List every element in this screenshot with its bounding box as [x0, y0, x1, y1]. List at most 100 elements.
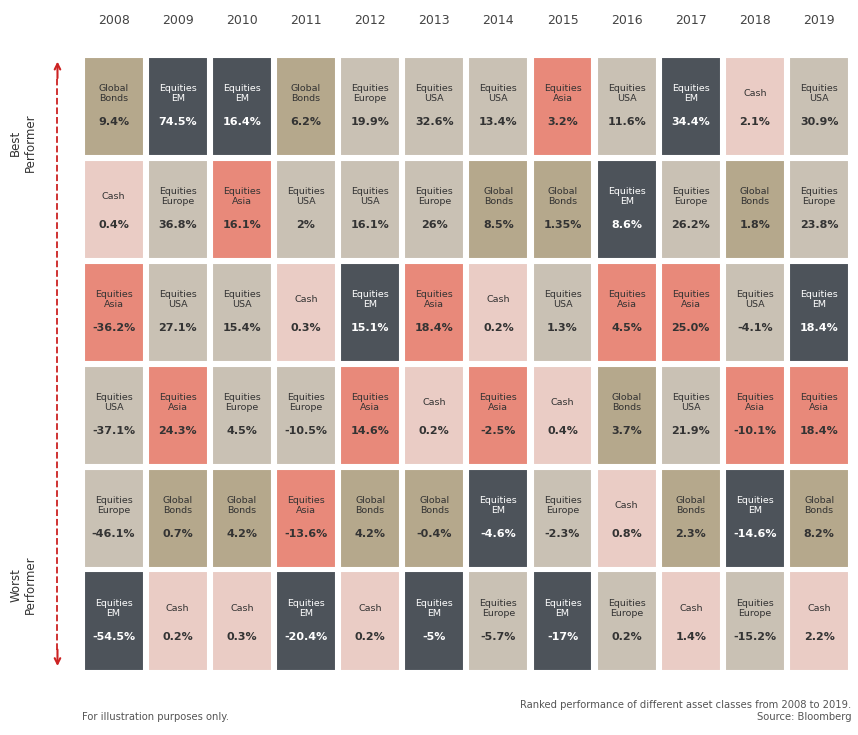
Text: Equities
USA: Equities USA — [480, 84, 517, 103]
Text: Cash: Cash — [294, 295, 317, 304]
Text: Equities
Europe: Equities Europe — [159, 187, 196, 206]
Text: -36.2%: -36.2% — [92, 323, 136, 333]
Text: Cash: Cash — [807, 603, 831, 613]
Text: Equities
USA: Equities USA — [94, 392, 132, 412]
Text: -10.1%: -10.1% — [734, 426, 776, 436]
Text: Equities
USA: Equities USA — [607, 84, 645, 103]
Text: 18.4%: 18.4% — [415, 323, 454, 333]
Text: 8.6%: 8.6% — [611, 220, 642, 230]
Text: Cash: Cash — [230, 603, 254, 613]
Text: 21.9%: 21.9% — [672, 426, 710, 436]
Text: -15.2%: -15.2% — [734, 632, 776, 642]
Text: 16.1%: 16.1% — [351, 220, 390, 230]
Text: 2012: 2012 — [354, 15, 386, 27]
Text: Global
Bonds: Global Bonds — [291, 84, 321, 103]
Text: Equities
USA: Equities USA — [223, 290, 261, 309]
Text: 3.7%: 3.7% — [611, 426, 642, 436]
Text: Global
Bonds: Global Bonds — [420, 495, 450, 514]
Text: 0.4%: 0.4% — [98, 220, 129, 230]
Text: Global
Bonds: Global Bonds — [612, 392, 642, 412]
Text: 8.5%: 8.5% — [483, 220, 514, 230]
Text: 1.4%: 1.4% — [675, 632, 706, 642]
Text: Equities
Europe: Equities Europe — [223, 392, 261, 412]
Text: Equities
Europe: Equities Europe — [544, 495, 582, 514]
Text: For illustration purposes only.: For illustration purposes only. — [82, 711, 228, 722]
Text: 0.2%: 0.2% — [162, 632, 193, 642]
Text: 30.9%: 30.9% — [800, 118, 838, 127]
Text: -46.1%: -46.1% — [92, 529, 136, 539]
Text: -4.1%: -4.1% — [737, 323, 773, 333]
Text: 9.4%: 9.4% — [98, 118, 130, 127]
Text: Equities
EM: Equities EM — [159, 84, 196, 103]
Text: Equities
Asia: Equities Asia — [607, 290, 645, 309]
Text: Global
Bonds: Global Bonds — [163, 495, 193, 514]
Text: 24.3%: 24.3% — [159, 426, 197, 436]
Text: 0.7%: 0.7% — [162, 529, 193, 539]
Text: Equities
EM: Equities EM — [736, 495, 774, 514]
Text: 36.8%: 36.8% — [159, 220, 197, 230]
Text: 2.2%: 2.2% — [804, 632, 835, 642]
Text: 25.0%: 25.0% — [672, 323, 710, 333]
Text: -2.5%: -2.5% — [480, 426, 516, 436]
Text: Equities
Asia: Equities Asia — [672, 290, 710, 309]
Text: 2.1%: 2.1% — [740, 118, 770, 127]
Text: 2014: 2014 — [482, 15, 514, 27]
Text: Global
Bonds: Global Bonds — [804, 495, 834, 514]
Text: Global
Bonds: Global Bonds — [740, 187, 770, 206]
Text: 4.2%: 4.2% — [354, 529, 385, 539]
Text: 74.5%: 74.5% — [159, 118, 197, 127]
Text: Equities
Europe: Equities Europe — [480, 598, 517, 617]
Text: Equities
Europe: Equities Europe — [607, 598, 645, 617]
Text: 11.6%: 11.6% — [607, 118, 646, 127]
Text: 2009: 2009 — [162, 15, 194, 27]
Text: Equities
EM: Equities EM — [480, 495, 517, 514]
Text: -17%: -17% — [547, 632, 578, 642]
Text: 8.2%: 8.2% — [804, 529, 835, 539]
Text: 2018: 2018 — [739, 15, 770, 27]
Text: Equities
Asia: Equities Asia — [736, 392, 774, 412]
Text: 2008: 2008 — [98, 15, 130, 27]
Text: Equities
EM: Equities EM — [94, 598, 132, 617]
Text: Equities
Asia: Equities Asia — [544, 84, 582, 103]
Text: 2013: 2013 — [419, 15, 450, 27]
Text: Equities
USA: Equities USA — [672, 392, 710, 412]
Text: Equities
Asia: Equities Asia — [415, 290, 453, 309]
Text: 34.4%: 34.4% — [672, 118, 710, 127]
Text: 2015: 2015 — [547, 15, 578, 27]
Text: Equities
Asia: Equities Asia — [223, 187, 261, 206]
Text: 14.6%: 14.6% — [351, 426, 390, 436]
Text: 2017: 2017 — [675, 15, 707, 27]
Text: Equities
Asia: Equities Asia — [801, 392, 838, 412]
Text: 2019: 2019 — [803, 15, 835, 27]
Text: -5.7%: -5.7% — [480, 632, 516, 642]
Text: Cash: Cash — [486, 295, 511, 304]
Text: Equities
EM: Equities EM — [415, 598, 453, 617]
Text: 26%: 26% — [421, 220, 448, 230]
Text: 18.4%: 18.4% — [800, 426, 838, 436]
Text: Global
Bonds: Global Bonds — [483, 187, 513, 206]
Text: Equities
EM: Equities EM — [801, 290, 838, 309]
Text: Equities
Asia: Equities Asia — [480, 392, 517, 412]
Text: Equities
USA: Equities USA — [351, 187, 389, 206]
Text: Global
Bonds: Global Bonds — [676, 495, 706, 514]
Text: 2.3%: 2.3% — [675, 529, 706, 539]
Text: 16.1%: 16.1% — [222, 220, 261, 230]
Text: Equities
Asia: Equities Asia — [94, 290, 132, 309]
Text: 2%: 2% — [297, 220, 316, 230]
Text: Cash: Cash — [551, 398, 574, 407]
Text: Equities
Europe: Equities Europe — [672, 187, 710, 206]
Text: Equities
USA: Equities USA — [287, 187, 325, 206]
Text: 27.1%: 27.1% — [159, 323, 197, 333]
Text: Equities
EM: Equities EM — [351, 290, 389, 309]
Text: -54.5%: -54.5% — [92, 632, 136, 642]
Text: Equities
Europe: Equities Europe — [287, 392, 325, 412]
Text: Cash: Cash — [166, 603, 190, 613]
Text: Global
Bonds: Global Bonds — [99, 84, 129, 103]
Text: Equities
EM: Equities EM — [223, 84, 261, 103]
Text: Global
Bonds: Global Bonds — [355, 495, 385, 514]
Text: 15.1%: 15.1% — [351, 323, 390, 333]
Text: Equities
Asia: Equities Asia — [287, 495, 325, 514]
Text: 18.4%: 18.4% — [800, 323, 838, 333]
Text: -5%: -5% — [423, 632, 446, 642]
Text: Global
Bonds: Global Bonds — [227, 495, 257, 514]
